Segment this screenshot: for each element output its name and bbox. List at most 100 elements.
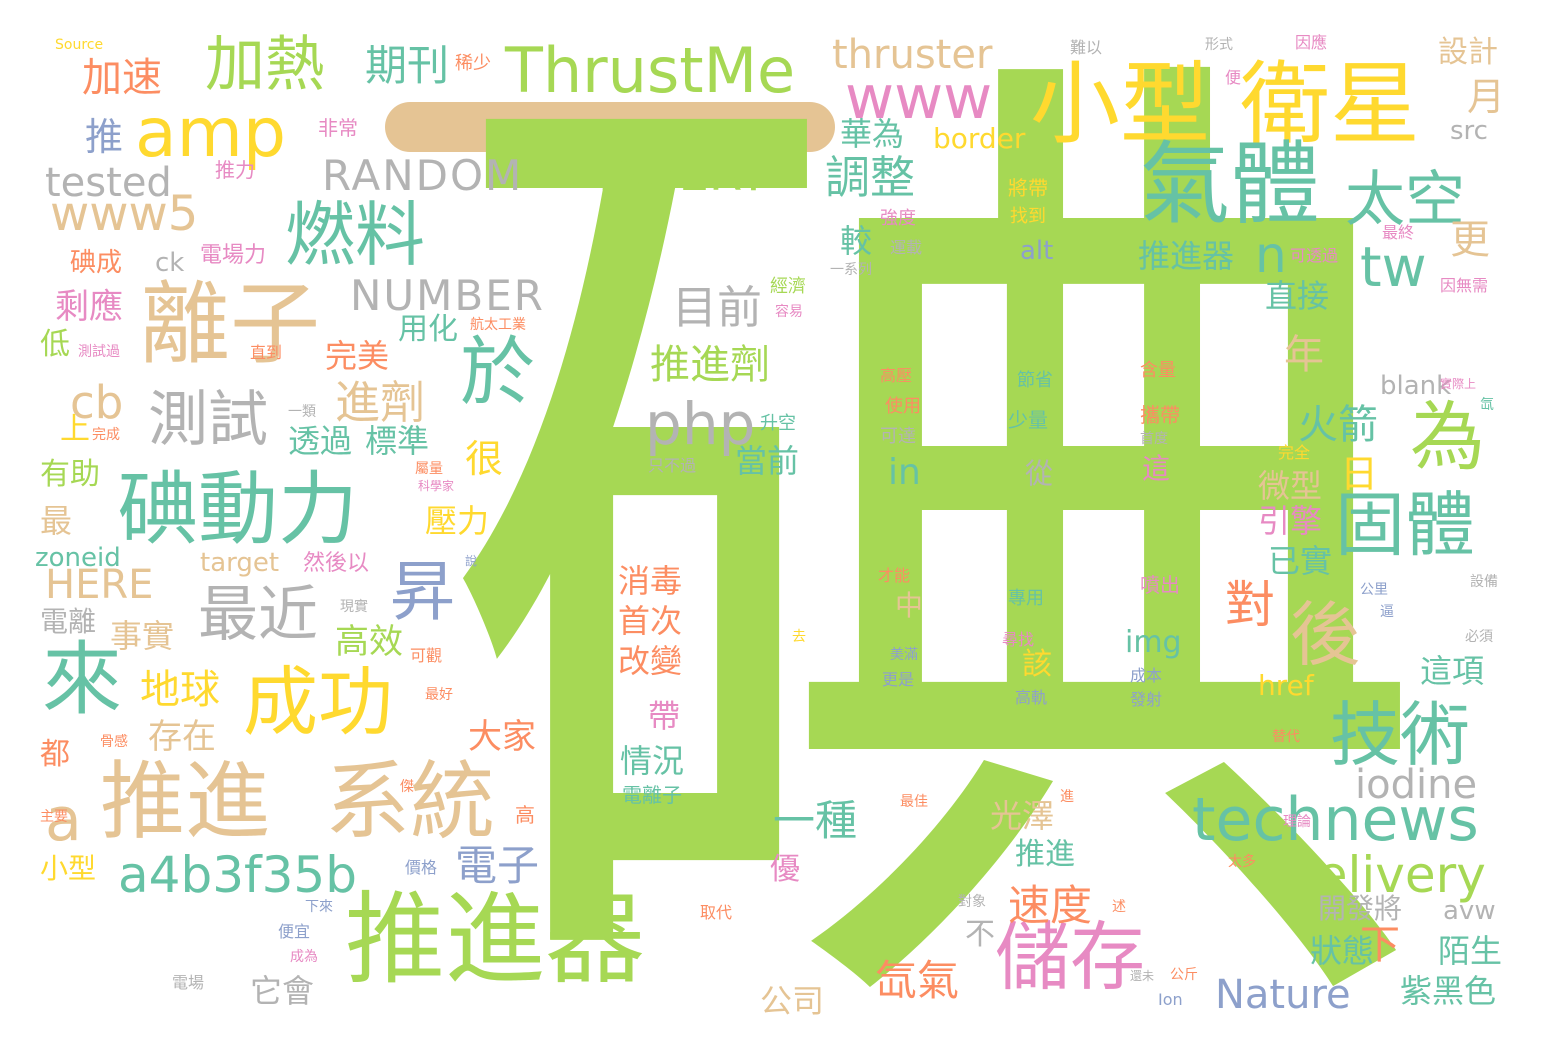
cloud-word: 取代 xyxy=(700,903,733,922)
cloud-word: blank xyxy=(1380,371,1452,401)
cloud-word: thruster xyxy=(832,32,993,78)
cloud-word: tested xyxy=(45,160,172,206)
cloud-word: 這 xyxy=(1142,452,1171,485)
cloud-word: 當前 xyxy=(735,442,800,480)
cloud-word: 日 xyxy=(1340,452,1379,496)
cloud-word: 中 xyxy=(895,589,924,622)
cloud-word: 公斤 xyxy=(1170,967,1198,983)
cloud-word: 理論 xyxy=(1283,814,1311,830)
cloud-word: in xyxy=(888,452,921,493)
cloud-word: 便 xyxy=(1225,68,1242,87)
cloud-word: 航太工業 xyxy=(470,317,526,333)
cloud-word: href xyxy=(1258,669,1314,702)
cloud-word: 含量 xyxy=(1140,360,1176,381)
cloud-word: 可達 xyxy=(880,426,916,447)
cloud-word: delivery xyxy=(1285,846,1486,904)
cloud-word: 美滿 xyxy=(890,647,918,663)
cloud-word: 去 xyxy=(792,629,806,645)
cloud-word: 可觀 xyxy=(410,646,443,665)
cloud-word: 找到 xyxy=(1010,206,1046,227)
cloud-word: 升空 xyxy=(760,413,796,434)
cloud-word: 推 xyxy=(85,115,124,159)
cloud-word: 只不過 xyxy=(648,456,697,475)
cloud-word: 下來 xyxy=(305,899,333,915)
cloud-word: 設備 xyxy=(1470,574,1498,590)
cloud-word: 推進 xyxy=(100,753,271,852)
cloud-word: avw xyxy=(1443,896,1496,926)
cloud-word: 一系列 xyxy=(830,262,872,278)
cloud-word: 容易 xyxy=(775,304,803,320)
cloud-word: 替代 xyxy=(1272,729,1300,745)
cloud-word: 陌生 xyxy=(1438,932,1503,970)
cloud-word: 加熱 xyxy=(205,30,325,100)
cloud-word: 因應 xyxy=(1295,33,1328,52)
cloud-word: technews xyxy=(1192,785,1479,855)
cloud-word: 低 xyxy=(40,327,70,362)
cloud-word: 推力 xyxy=(215,158,255,182)
cloud-word: 經濟 xyxy=(770,276,806,297)
cloud-word: 期刊 xyxy=(365,41,450,90)
cloud-word: 更 xyxy=(1450,217,1490,263)
cloud-word: 公里 xyxy=(1360,582,1388,598)
cloud-word: 系統 xyxy=(325,753,496,852)
cloud-word: amp xyxy=(135,94,287,173)
cloud-word: www xyxy=(845,63,993,133)
cloud-word: 來 xyxy=(42,633,122,726)
cloud-word: 昇 xyxy=(390,555,456,630)
cloud-word: 對象 xyxy=(958,894,986,910)
cloud-word: 紫黑色 xyxy=(1400,972,1497,1010)
cloud-word: 火箭 xyxy=(1298,402,1378,448)
cloud-word: 攜帶 xyxy=(1140,403,1180,427)
cloud-word: 尋找 xyxy=(1002,630,1035,649)
cloud-word: 便宜 xyxy=(278,922,311,941)
cloud-word: 骨感 xyxy=(100,734,128,750)
cloud-word: ck xyxy=(155,248,185,278)
cloud-word: 必須 xyxy=(1465,629,1493,645)
cloud-word: 較 xyxy=(840,222,873,260)
cloud-word: 於 xyxy=(460,328,536,416)
cloud-word: Ion xyxy=(1158,990,1183,1009)
cloud-word: 成為 xyxy=(290,949,318,965)
cloud-word: 目前 xyxy=(672,281,763,334)
cloud-word: 屬量 xyxy=(415,461,443,477)
cloud-word: 很 xyxy=(465,437,504,481)
cloud-word: 電子 xyxy=(455,841,540,890)
cloud-word: 高效 xyxy=(335,622,403,662)
cloud-word: 非常 xyxy=(318,116,358,140)
cloud-word: 一種 xyxy=(773,796,858,845)
cloud-word: a4b3f35b xyxy=(118,846,357,904)
cloud-word: 進劑 xyxy=(335,376,426,429)
cloud-word: 用化 xyxy=(398,312,458,347)
cloud-word: 直接 xyxy=(1265,277,1330,315)
cloud-word: 碘成 xyxy=(70,248,123,278)
cloud-word: 它會 xyxy=(250,972,315,1010)
cloud-word: 使用 xyxy=(885,396,921,417)
cloud-word: 直到 xyxy=(250,343,283,362)
cloud-word: 價格 xyxy=(405,858,438,877)
cloud-word: 測試過 xyxy=(78,344,120,360)
cloud-word: 華為 xyxy=(840,115,905,153)
cloud-word: 主要 xyxy=(40,809,68,825)
cloud-word: 高壓 xyxy=(880,366,913,385)
cloud-word: 將帶 xyxy=(1008,176,1048,200)
cloud-word: 進 xyxy=(1060,789,1074,805)
cloud-word: 成功 xyxy=(243,658,394,746)
cloud-word: 狀態 xyxy=(1310,932,1375,970)
cloud-word: 實際上 xyxy=(1440,377,1477,391)
cloud-word: 碘動力 xyxy=(118,463,358,556)
cloud-word: iodine xyxy=(1355,762,1478,808)
cloud-word: 下 xyxy=(1360,922,1400,968)
cloud-word: 電場力 xyxy=(200,243,267,268)
cloud-word: 壓力 xyxy=(425,502,490,540)
cloud-word: 從 xyxy=(1025,457,1054,490)
cloud-word: src xyxy=(1450,116,1488,146)
cloud-word: 逼 xyxy=(1380,604,1394,620)
cloud-word: RANDOM xyxy=(322,151,524,200)
cloud-word: 燃料 xyxy=(285,194,425,276)
cloud-word: 月 xyxy=(1467,75,1506,119)
cloud-word: 形式 xyxy=(1205,37,1233,53)
cloud-word: n xyxy=(1255,226,1287,284)
cloud-word: border xyxy=(933,122,1026,155)
cloud-word: 標準 xyxy=(365,422,430,460)
cloud-word: 運載 xyxy=(890,238,923,257)
